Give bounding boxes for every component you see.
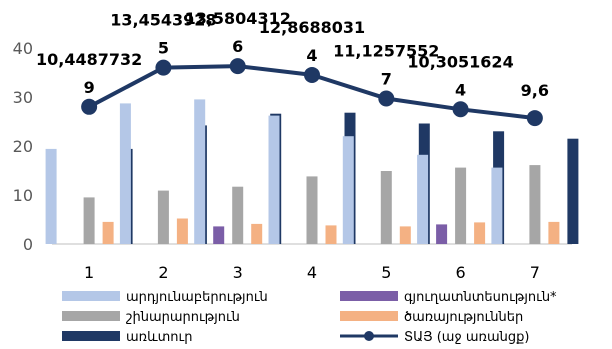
legend: արդյունաբերություն գյուղատնտեսություն* շին… <box>62 290 557 345</box>
bar <box>45 148 57 244</box>
bar <box>436 224 448 244</box>
line-point <box>155 59 172 76</box>
data-label: 10,3051624 <box>407 52 513 71</box>
legend-swatch <box>62 331 120 341</box>
x-tick-label: 5 <box>381 263 391 282</box>
bar <box>491 167 503 244</box>
bar <box>119 103 131 245</box>
data-labels: 10,4487732 9 13,4543928 5 13,5804312 6 12,8688… <box>36 9 549 100</box>
bar <box>567 138 579 244</box>
bar <box>157 190 169 244</box>
y-tick-label: 30 <box>13 88 33 107</box>
legend-label: արդյունաբերություն <box>126 290 268 305</box>
x-tick-label: 6 <box>455 263 465 282</box>
y-axis: 0 10 20 30 40 <box>13 39 33 254</box>
data-label: 10,4487732 <box>36 50 142 69</box>
data-label: 7 <box>381 69 392 88</box>
bar <box>213 226 225 244</box>
data-label: 4 <box>306 46 317 65</box>
bar <box>380 171 392 244</box>
legend-label: ծառայություններ <box>404 310 523 325</box>
y-tick-label: 20 <box>13 137 33 156</box>
x-tick-label: 7 <box>530 263 540 282</box>
data-label: 9 <box>84 78 95 97</box>
bar <box>474 222 486 244</box>
bar <box>268 115 280 244</box>
data-label: 13,4543928 <box>110 11 216 30</box>
line-point <box>526 110 543 127</box>
x-tick-label: 3 <box>233 263 243 282</box>
data-label: 4 <box>455 80 466 99</box>
bar <box>548 221 560 244</box>
line-point <box>452 101 469 118</box>
legend-swatch <box>340 311 398 321</box>
bar <box>232 186 244 244</box>
bars <box>45 99 579 245</box>
bar <box>325 225 337 244</box>
data-label: 6 <box>232 37 243 56</box>
x-tick-label: 4 <box>307 263 317 282</box>
y-tick-label: 40 <box>13 39 33 58</box>
bar <box>306 176 318 244</box>
legend-swatch-marker <box>364 331 374 341</box>
legend-label: առևտուր <box>126 330 192 345</box>
bar <box>342 136 354 244</box>
bar <box>83 197 95 244</box>
bar <box>194 99 206 245</box>
legend-swatch <box>340 291 398 301</box>
line-point <box>229 58 246 75</box>
data-label: 13,5804312 <box>185 9 291 28</box>
data-label: 5 <box>158 39 169 58</box>
legend-label: ՏԱՅ (աջ առանցք) <box>404 330 529 345</box>
bar <box>176 218 188 244</box>
bar <box>417 154 429 244</box>
bar <box>399 226 411 244</box>
x-tick-label: 2 <box>158 263 168 282</box>
legend-swatch <box>62 311 120 321</box>
data-label: 12,8688031 <box>259 18 365 37</box>
line-series <box>81 58 543 127</box>
bar <box>251 223 263 244</box>
x-axis: 1 2 3 4 5 6 7 <box>84 263 540 282</box>
line-point <box>378 90 395 107</box>
bar <box>455 167 467 244</box>
y-tick-label: 10 <box>13 186 33 205</box>
data-label: 11,1257552 <box>333 41 439 60</box>
x-tick-label: 1 <box>84 263 94 282</box>
legend-swatch <box>62 291 120 301</box>
legend-label: շինարարություն <box>126 310 240 325</box>
line-point <box>81 98 98 115</box>
legend-label: գյուղատնտեսություն* <box>404 290 557 305</box>
line-point <box>304 66 320 83</box>
y-tick-label: 0 <box>23 235 33 254</box>
bar <box>102 221 114 244</box>
data-label: 9,6 <box>521 81 549 100</box>
bar <box>529 165 541 244</box>
